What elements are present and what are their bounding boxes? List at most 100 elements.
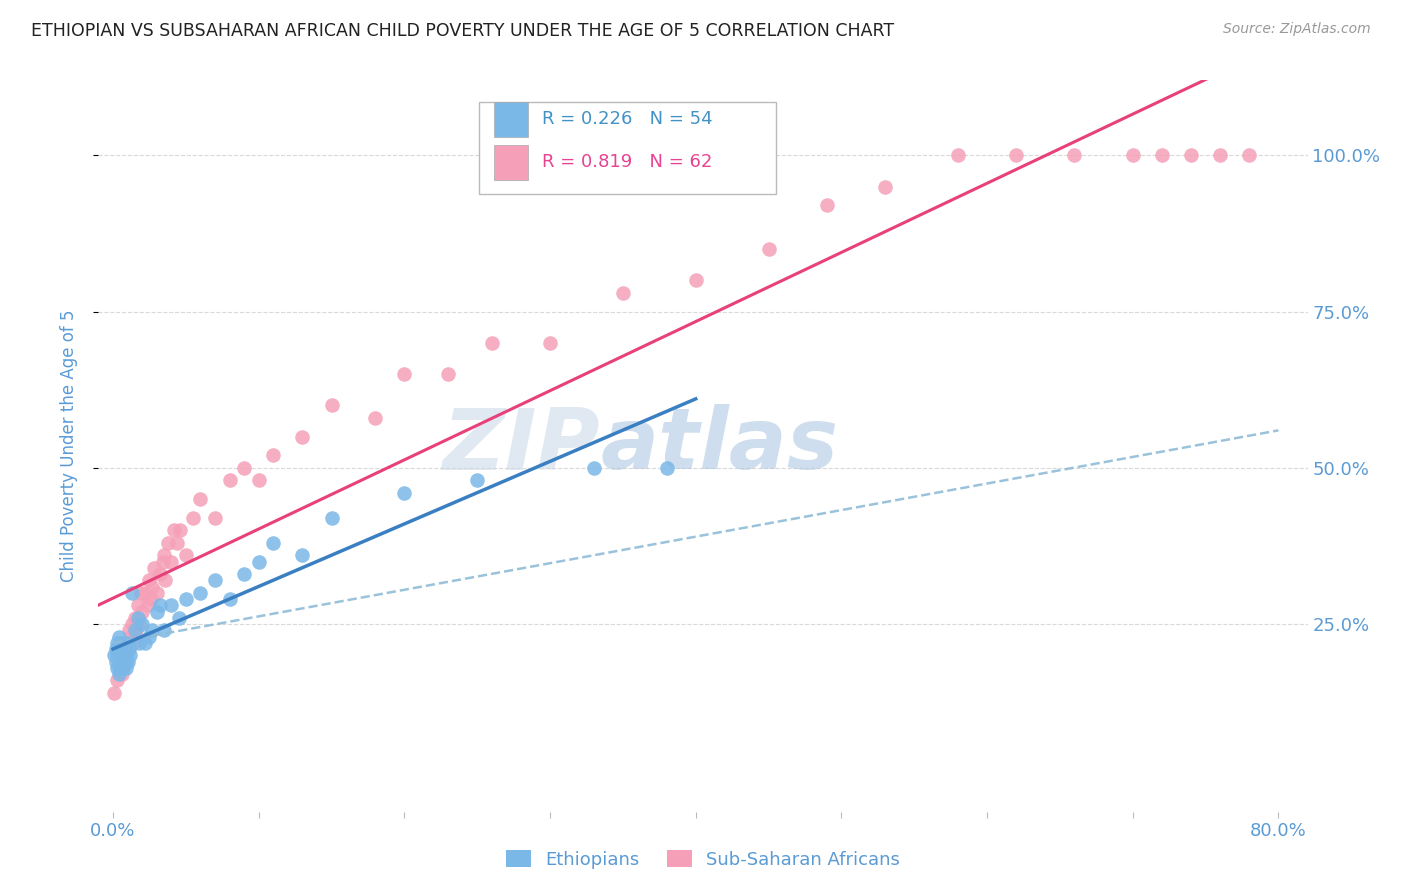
- Point: [364, 410, 387, 425]
- Point: [262, 536, 284, 550]
- Point: [134, 636, 156, 650]
- Bar: [494, 145, 527, 180]
- Point: [233, 461, 256, 475]
- Point: [142, 561, 165, 575]
- Point: [114, 642, 136, 657]
- Point: [108, 642, 131, 657]
- Point: [138, 574, 160, 588]
- Point: [169, 524, 191, 538]
- Point: [612, 285, 634, 300]
- Point: [166, 536, 188, 550]
- Point: [112, 648, 135, 663]
- Point: [108, 667, 131, 681]
- Point: [437, 367, 460, 381]
- Point: [204, 574, 226, 588]
- Point: [321, 511, 343, 525]
- Point: [149, 567, 172, 582]
- Text: ZIP: ZIP: [443, 404, 600, 488]
- Point: [103, 648, 125, 663]
- Point: [321, 398, 343, 412]
- Text: Source: ZipAtlas.com: Source: ZipAtlas.com: [1223, 22, 1371, 37]
- Point: [121, 586, 143, 600]
- Point: [120, 630, 142, 644]
- Point: [129, 586, 152, 600]
- Point: [136, 599, 159, 613]
- Point: [145, 586, 167, 600]
- Point: [110, 661, 132, 675]
- Point: [105, 636, 128, 650]
- Point: [204, 511, 226, 525]
- Point: [291, 549, 314, 563]
- Point: [1063, 148, 1085, 162]
- Point: [108, 630, 131, 644]
- Point: [110, 661, 132, 675]
- Point: [141, 624, 163, 638]
- Point: [117, 636, 139, 650]
- Point: [167, 611, 190, 625]
- Point: [111, 667, 134, 681]
- Point: [108, 655, 131, 669]
- Point: [233, 567, 256, 582]
- Point: [163, 524, 186, 538]
- Point: [174, 549, 197, 563]
- Point: [1122, 148, 1144, 162]
- Point: [582, 461, 605, 475]
- Point: [181, 511, 204, 525]
- Point: [117, 642, 139, 657]
- Point: [118, 624, 141, 638]
- Point: [128, 617, 150, 632]
- Point: [105, 648, 128, 663]
- Point: [110, 636, 132, 650]
- Point: [131, 605, 153, 619]
- Point: [1150, 148, 1173, 162]
- Point: [946, 148, 969, 162]
- Point: [465, 474, 488, 488]
- Point: [103, 686, 125, 700]
- Point: [153, 549, 176, 563]
- Point: [758, 242, 780, 256]
- Point: [110, 655, 132, 669]
- Point: [1239, 148, 1261, 162]
- Point: [875, 179, 897, 194]
- FancyBboxPatch shape: [479, 103, 776, 194]
- Point: [160, 555, 183, 569]
- Point: [114, 636, 136, 650]
- Point: [122, 636, 145, 650]
- Point: [112, 636, 135, 650]
- Point: [110, 648, 132, 663]
- Point: [120, 648, 142, 663]
- Legend: Ethiopians, Sub-Saharan Africans: Ethiopians, Sub-Saharan Africans: [499, 843, 907, 876]
- Point: [128, 636, 150, 650]
- Text: R = 0.819   N = 62: R = 0.819 N = 62: [543, 153, 713, 171]
- Point: [153, 624, 176, 638]
- Point: [115, 648, 138, 663]
- Text: R = 0.226   N = 54: R = 0.226 N = 54: [543, 111, 713, 128]
- Point: [145, 605, 167, 619]
- Point: [218, 592, 240, 607]
- Point: [131, 617, 153, 632]
- Point: [394, 367, 416, 381]
- Point: [121, 617, 143, 632]
- Point: [481, 335, 503, 350]
- Point: [139, 592, 162, 607]
- Text: atlas: atlas: [600, 404, 838, 488]
- Point: [291, 429, 314, 443]
- Point: [105, 661, 128, 675]
- Point: [105, 673, 128, 688]
- Point: [815, 198, 838, 212]
- Point: [685, 273, 707, 287]
- Point: [112, 648, 135, 663]
- Point: [1209, 148, 1232, 162]
- Point: [152, 555, 174, 569]
- Point: [104, 642, 127, 657]
- Point: [155, 574, 177, 588]
- Point: [1005, 148, 1028, 162]
- Point: [127, 611, 149, 625]
- Point: [247, 555, 270, 569]
- Text: ETHIOPIAN VS SUBSAHARAN AFRICAN CHILD POVERTY UNDER THE AGE OF 5 CORRELATION CHA: ETHIOPIAN VS SUBSAHARAN AFRICAN CHILD PO…: [31, 22, 894, 40]
- Point: [112, 661, 135, 675]
- Point: [174, 592, 197, 607]
- Point: [138, 630, 160, 644]
- Point: [111, 642, 134, 657]
- Bar: [494, 102, 527, 137]
